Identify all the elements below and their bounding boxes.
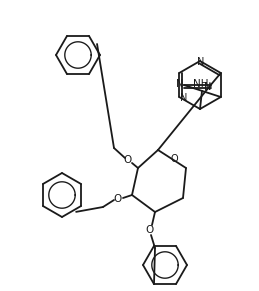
Text: N: N — [179, 93, 187, 103]
Text: N: N — [204, 82, 211, 92]
Text: O: O — [124, 155, 132, 165]
Text: O: O — [146, 225, 154, 235]
Text: O: O — [114, 194, 122, 204]
Text: NH₂: NH₂ — [193, 79, 213, 89]
Text: N: N — [176, 79, 184, 89]
Text: O: O — [170, 154, 178, 164]
Text: N: N — [197, 57, 205, 67]
